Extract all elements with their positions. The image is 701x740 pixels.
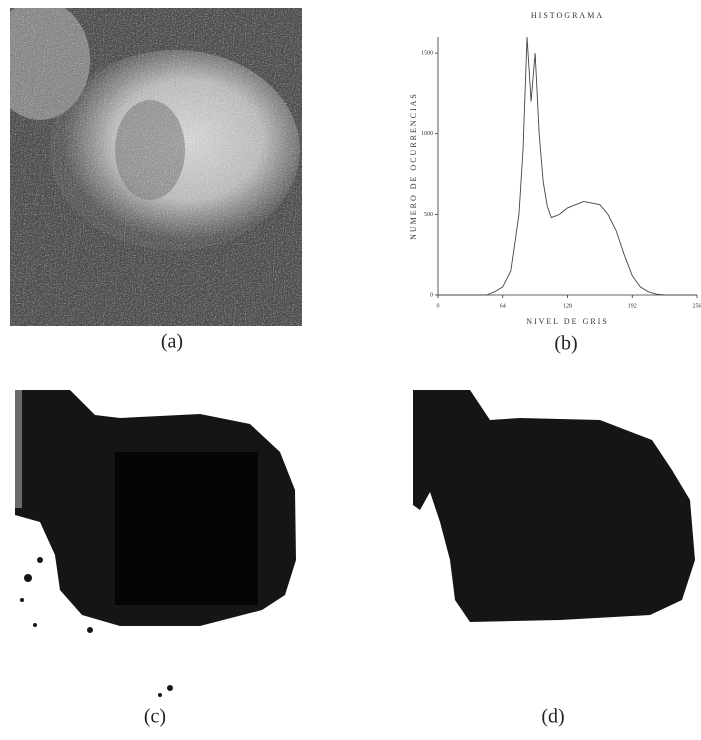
chart-title: HISTOGRAMA <box>531 11 604 20</box>
x-tick-label: 128 <box>563 303 572 309</box>
caption: (b) <box>554 333 577 355</box>
histogram-line <box>438 36 697 296</box>
x-axis-label: NIVEL DE GRIS <box>526 317 609 326</box>
y-tick-label: 1000 <box>421 131 433 137</box>
caption: (c) <box>144 706 166 728</box>
image-c <box>15 390 296 697</box>
y-tick-label: 0 <box>430 292 433 298</box>
image-a <box>10 8 302 326</box>
x-tick-label: 256 <box>693 303 701 309</box>
caption: (d) <box>541 706 564 728</box>
image-d <box>413 390 695 622</box>
histogram-chart: HISTOGRAMA NIVEL DE GRIS NUMERO DE OCURREN… <box>409 11 701 326</box>
y-axis-label: NUMERO DE OCURRENCIAS <box>409 92 418 240</box>
caption: (a) <box>161 331 183 353</box>
y-tick-label: 1500 <box>421 51 433 57</box>
y-tick-label: 500 <box>424 212 433 218</box>
x-tick-label: 0 <box>437 303 440 309</box>
x-tick-label: 192 <box>628 303 637 309</box>
x-tick-label: 64 <box>500 303 506 309</box>
